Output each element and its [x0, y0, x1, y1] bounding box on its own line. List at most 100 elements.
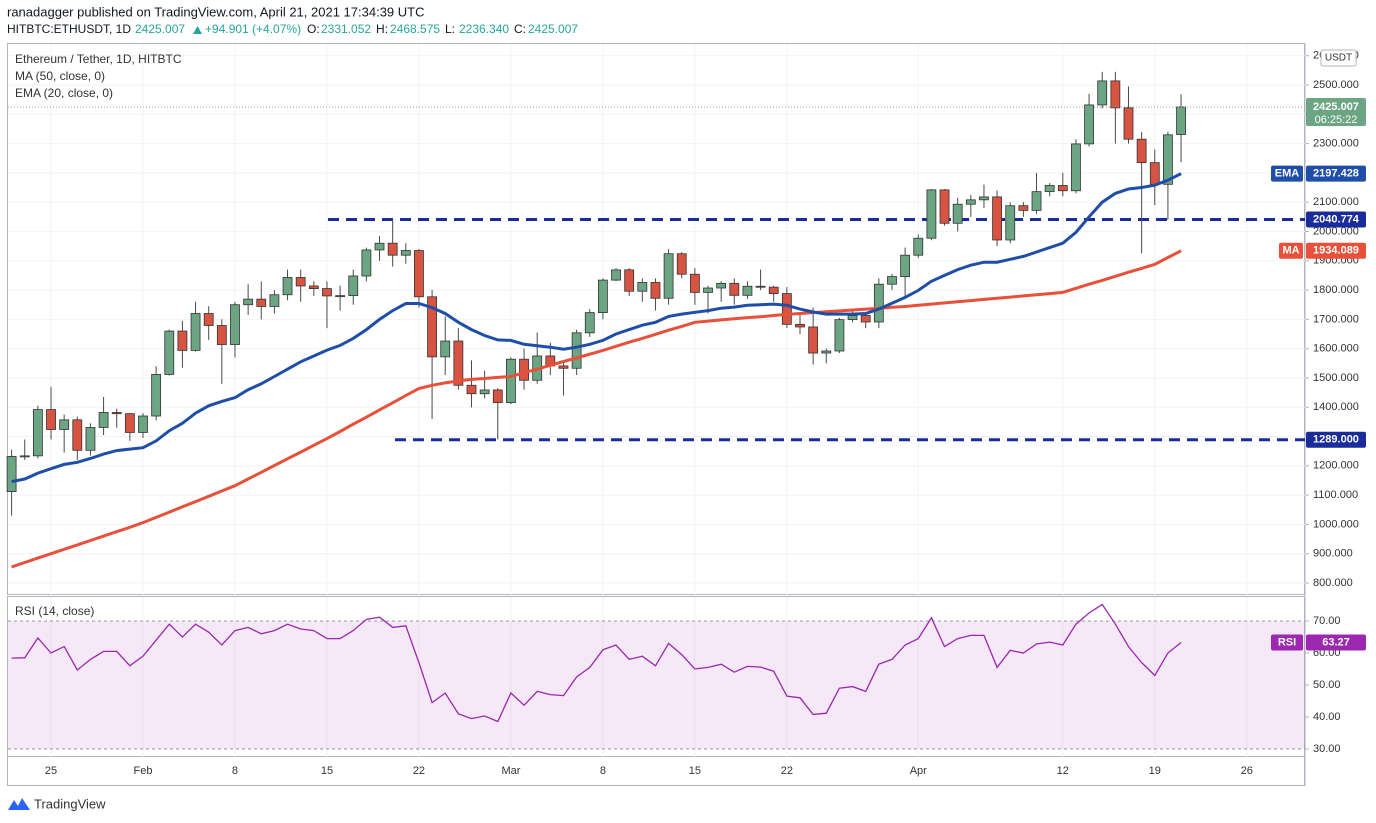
x-tick-label: Mar — [501, 765, 520, 777]
candle-body — [768, 286, 779, 294]
candle-body — [939, 189, 950, 224]
candle-body — [400, 250, 411, 256]
candle-body — [46, 409, 56, 430]
candle-body — [506, 358, 516, 403]
candle-body — [1149, 162, 1160, 185]
candle-body — [361, 249, 372, 277]
rsi-legend: RSI (14, close) — [15, 604, 94, 618]
x-tick-label: Apr — [910, 765, 927, 777]
candle-body — [808, 326, 819, 354]
candle-body — [177, 330, 188, 351]
candle-body — [138, 415, 148, 433]
chart-title: Ethereum / Tether, 1D, HITBTC — [15, 52, 182, 66]
candle-body — [492, 389, 503, 403]
candle-body — [453, 340, 464, 386]
indicator-line — [11, 249, 1182, 569]
candle-body — [650, 282, 661, 299]
y-tick-label: 50.00 — [1313, 679, 1341, 691]
x-tick-label: 15 — [689, 765, 701, 777]
y-tick-label: 800.000 — [1313, 577, 1353, 589]
indicator-line — [11, 172, 1182, 484]
ohlc-label: O: — [307, 22, 320, 36]
candle-body — [348, 275, 359, 297]
candle-body — [295, 277, 306, 287]
candle-body — [558, 365, 569, 369]
candle-body — [598, 279, 608, 314]
candle-body — [860, 315, 871, 323]
candle-body — [821, 350, 832, 354]
rsi-value-box — [1306, 634, 1366, 651]
candle-body — [374, 242, 385, 251]
candle-body — [387, 242, 398, 256]
publisher: ranadagger published on TradingView.com,… — [7, 4, 424, 19]
candle-body — [308, 285, 319, 289]
currency: USDT — [1325, 53, 1352, 64]
ohlc: O: 2331.052 H: 2468.575 L: 2236.340 C: 2425.007 — [307, 22, 578, 36]
x-tick-label: 22 — [781, 765, 793, 777]
candle-body — [873, 283, 884, 323]
ohlc-label: C: — [514, 22, 526, 36]
series-tag-box — [1271, 165, 1303, 182]
candle-body — [834, 319, 845, 352]
last-price: 2425.007 — [135, 22, 185, 36]
currency-box — [1320, 49, 1357, 67]
candle-body — [164, 330, 175, 375]
candle-body — [1097, 80, 1108, 106]
y-tick-label: 1500.000 — [1313, 372, 1359, 384]
ohlc-label: L: — [445, 22, 455, 36]
candle-body — [1044, 185, 1055, 193]
series-value-box — [1306, 242, 1366, 259]
last-price-box — [1306, 97, 1366, 126]
candle-body — [847, 315, 858, 321]
candle-body — [611, 269, 621, 281]
rsi-band — [8, 621, 1305, 749]
y-tick-label: 900.000 — [1313, 548, 1353, 560]
series-tag-box — [1279, 242, 1303, 259]
ohlc-value: 2425.007 — [528, 22, 578, 36]
ohlc-value: 2331.052 — [321, 22, 371, 36]
time-axis — [7, 756, 1305, 786]
x-tick-label: 25 — [45, 765, 57, 777]
candle-body — [322, 288, 332, 297]
ema-legend: EMA (20, close, 0) — [15, 86, 113, 100]
candle-body — [1018, 205, 1029, 211]
candle-body — [269, 294, 280, 307]
candle-body — [98, 412, 109, 428]
candle-body — [887, 276, 897, 285]
symbol: HITBTC:ETHUSDT, 1D — [7, 22, 131, 36]
x-tick-label: 8 — [232, 765, 238, 777]
y-tick-label: 1400.000 — [1313, 401, 1359, 413]
candle-body — [1071, 143, 1081, 192]
candle-body — [584, 312, 595, 334]
candle-body — [676, 253, 687, 275]
x-tick-label: 19 — [1149, 765, 1161, 777]
candle-body — [111, 412, 122, 415]
candle-body — [72, 419, 83, 451]
candle-body — [624, 269, 635, 292]
candle-body — [781, 293, 792, 325]
ohlc-value: 2236.340 — [459, 22, 509, 36]
series-value-box — [1306, 165, 1366, 182]
last-price-value: 2425.007 — [1313, 101, 1359, 113]
candle-body — [1163, 134, 1173, 185]
candle-body — [1176, 106, 1186, 135]
grid — [8, 44, 1305, 757]
rsi-line — [11, 603, 1182, 723]
y-tick-label: 2500.000 — [1313, 79, 1359, 91]
level-value: 2040.774 — [1313, 213, 1360, 225]
y-tick-label: 1800.000 — [1313, 284, 1359, 296]
ohlc-label: H: — [376, 22, 388, 36]
candle-body — [190, 313, 201, 351]
rsi-tag: RSI — [1278, 636, 1296, 648]
candle-body — [440, 340, 451, 358]
candle-body — [1005, 205, 1016, 241]
up-arrow — [193, 26, 202, 34]
logo-icon — [8, 798, 30, 810]
candle-body — [965, 199, 976, 205]
candle-body — [59, 419, 70, 430]
series-value: 2197.428 — [1313, 168, 1359, 180]
candle-body — [124, 413, 135, 433]
candle-body — [1084, 104, 1094, 145]
level-value-box — [1306, 211, 1366, 228]
candle-body — [19, 455, 30, 458]
